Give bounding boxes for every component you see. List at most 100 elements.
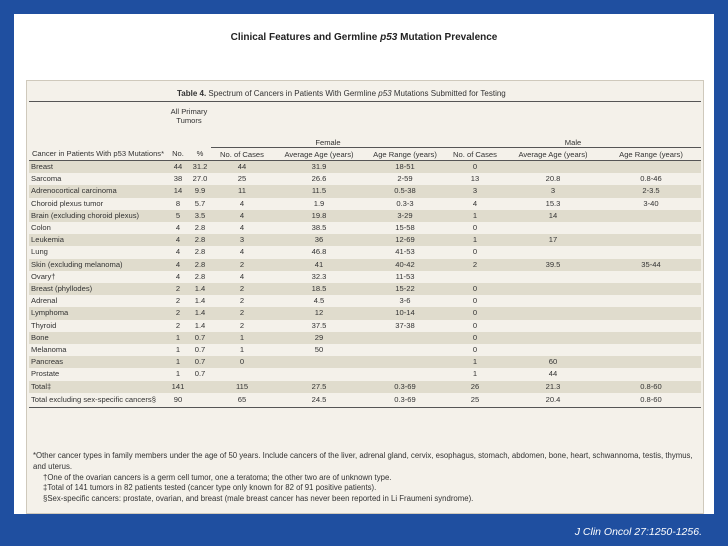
table-row: Prostate 1 0.7 1 44 — [29, 368, 701, 380]
table-cell-ma — [505, 344, 601, 356]
table-cell-ma — [505, 331, 601, 345]
table-cell-fr: 12-69 — [365, 234, 445, 247]
header-no: No. — [167, 147, 189, 161]
table-cell-pct — [189, 392, 211, 409]
table-caption: Table 4. Spectrum of Cancers in Patients… — [177, 89, 506, 98]
table-cell-no: 1 — [167, 331, 189, 345]
table-cell-pct — [189, 380, 211, 393]
table-cell-fr — [365, 331, 445, 345]
table-cell-no: 4 — [167, 258, 189, 271]
header-male-cases: No. of Cases — [445, 147, 505, 161]
table-cell-ma — [505, 160, 601, 174]
table-cell-no: 4 — [175, 247, 181, 257]
table-row: Total excluding sex-specific cancers§ 90 6… — [29, 392, 701, 409]
table-cell-no: 2 — [167, 307, 189, 320]
table-cell-name: Pancreas — [29, 356, 167, 369]
table-cell-name: Sarcoma — [31, 174, 62, 184]
table-cell-mc: 1 — [445, 209, 505, 223]
table-cell-pct: 3.5 — [189, 209, 211, 223]
table-cell-mr — [601, 246, 701, 258]
table-cell-no: 5 — [167, 209, 189, 223]
table-cell-no: 38 — [173, 174, 183, 184]
table-cell-fc: 4 — [239, 223, 245, 233]
table-row: Choroid plexus tumor 8 5.7 4 1.9 0.3-3 4 15.3 3-… — [29, 198, 701, 210]
table-cell-fa: 24.5 — [273, 392, 365, 409]
table-cell-mc: 0 — [445, 283, 505, 296]
table-cell-name: Colon — [31, 223, 51, 233]
table-cell-mc: 2 — [445, 258, 505, 271]
table-cell-no: 90 — [167, 392, 189, 409]
table-cell-mr — [601, 209, 701, 223]
table-cell-fr: 3-6 — [399, 296, 411, 306]
table-cell-mr — [601, 320, 701, 332]
table-cell-fa: 41 — [273, 258, 365, 271]
footnotes: *Other cancer types in family members un… — [33, 451, 697, 505]
table-cell-fa: 4.5 — [313, 296, 325, 306]
table-row: Lymphoma 2 1.4 2 12 10-14 0 — [29, 307, 701, 320]
table-cell-pct: 1.4 — [194, 296, 206, 306]
header-male-age-range: Age Range (years) — [601, 147, 701, 161]
table-cell-fr: 18-51 — [365, 160, 445, 174]
table-cell-fa: 19.8 — [273, 209, 365, 223]
table-cell-name: Adrenocortical carcinoma — [29, 185, 167, 198]
footnote: §Sex-specific cancers: prostate, ovarian… — [43, 494, 474, 504]
table-cell-pct: 1.4 — [189, 283, 211, 296]
header-all-primary: All Primary Tumors — [170, 107, 208, 125]
header-female-cases: No. of Cases — [211, 147, 273, 161]
table-row: Melanoma 1 0.7 1 50 0 — [29, 344, 701, 356]
table-cell-pct: 2.8 — [189, 234, 211, 247]
table-cell-pct: 31.2 — [189, 160, 211, 174]
table-cell-fa: 26.6 — [311, 174, 327, 184]
header-cancer-type: Cancer in Patients With p53 Mutations* — [29, 147, 167, 161]
table-cell-fc: 44 — [211, 160, 273, 174]
header-pct: % — [189, 147, 211, 161]
table-cell-no: 44 — [167, 160, 189, 174]
table-cell-mr — [601, 307, 701, 320]
table-cell-no: 4 — [175, 223, 181, 233]
table-cell-fr: 40-42 — [365, 258, 445, 271]
table-row: Colon 4 2.8 4 38.5 15-58 0 — [29, 222, 701, 234]
table-cell-fr: 15-22 — [365, 283, 445, 296]
table-cell-fc: 11 — [211, 185, 273, 198]
table-cell-fc: 2 — [211, 283, 273, 296]
table-cell-mc: 26 — [445, 380, 505, 393]
table-cell-fr — [365, 344, 445, 356]
header-male-avg-age: Average Age (years) — [505, 147, 601, 161]
table-cell-mc: 0 — [445, 307, 505, 320]
table-row: Leukemia 4 2.8 3 36 12-69 1 17 — [29, 234, 701, 247]
table-cell-no: 1 — [175, 369, 181, 379]
table-cell-fc: 2 — [211, 258, 273, 271]
table-cell-ma: 20.8 — [545, 174, 561, 184]
slide-title: Clinical Features and Germline p53 Mutat… — [230, 32, 498, 43]
table-cell-mc: 13 — [470, 174, 480, 184]
table-cell-name: Lung — [31, 247, 48, 257]
table-cell-fc: 25 — [237, 174, 247, 184]
table-cell-fr: 37-38 — [395, 320, 415, 330]
table-cell-mr: 3-40 — [643, 198, 659, 208]
table-cell-fa: 46.8 — [311, 247, 327, 257]
table-cell-fa: 37.5 — [311, 320, 327, 330]
table-cell-mc: 3 — [445, 185, 505, 198]
table-row: Adrenal 2 1.4 2 4.5 3-6 0 — [29, 295, 701, 307]
table-cell-ma — [505, 307, 601, 320]
table-row: Sarcoma 38 27.0 25 26.6 2-59 13 20.8 0.8-46 — [29, 173, 701, 185]
table-row: Thyroid 2 1.4 2 37.5 37-38 0 — [29, 320, 701, 332]
table-cell-fr: 15-58 — [395, 223, 415, 233]
table-top-rule — [29, 101, 701, 102]
table-panel: Table 4. Spectrum of Cancers in Patients… — [26, 80, 704, 514]
cancer-spectrum-table: All Primary Tumors Female Male Cancer in… — [29, 103, 701, 409]
table-cell-mr — [601, 234, 701, 247]
table-row: Pancreas 1 0.7 0 1 60 — [29, 356, 701, 369]
table-cell-no: 1 — [167, 356, 189, 369]
table-cell-name: Choroid plexus tumor — [31, 198, 104, 208]
table-cell-name: Total‡ — [29, 380, 167, 393]
table-cell-pct: 1.4 — [194, 320, 206, 330]
table-row: Breast (phyllodes) 2 1.4 2 18.5 15-22 0 — [29, 283, 701, 296]
table-cell-ma: 20.4 — [505, 392, 601, 409]
table-cell-fa — [273, 356, 365, 369]
table-cell-mc: 1 — [445, 234, 505, 247]
table-cell-pct: 0.7 — [194, 369, 206, 379]
table-cell-fc: 4 — [239, 198, 245, 208]
table-row: Bone 1 0.7 1 29 0 — [29, 331, 701, 345]
table-cell-pct: 0.7 — [189, 356, 211, 369]
